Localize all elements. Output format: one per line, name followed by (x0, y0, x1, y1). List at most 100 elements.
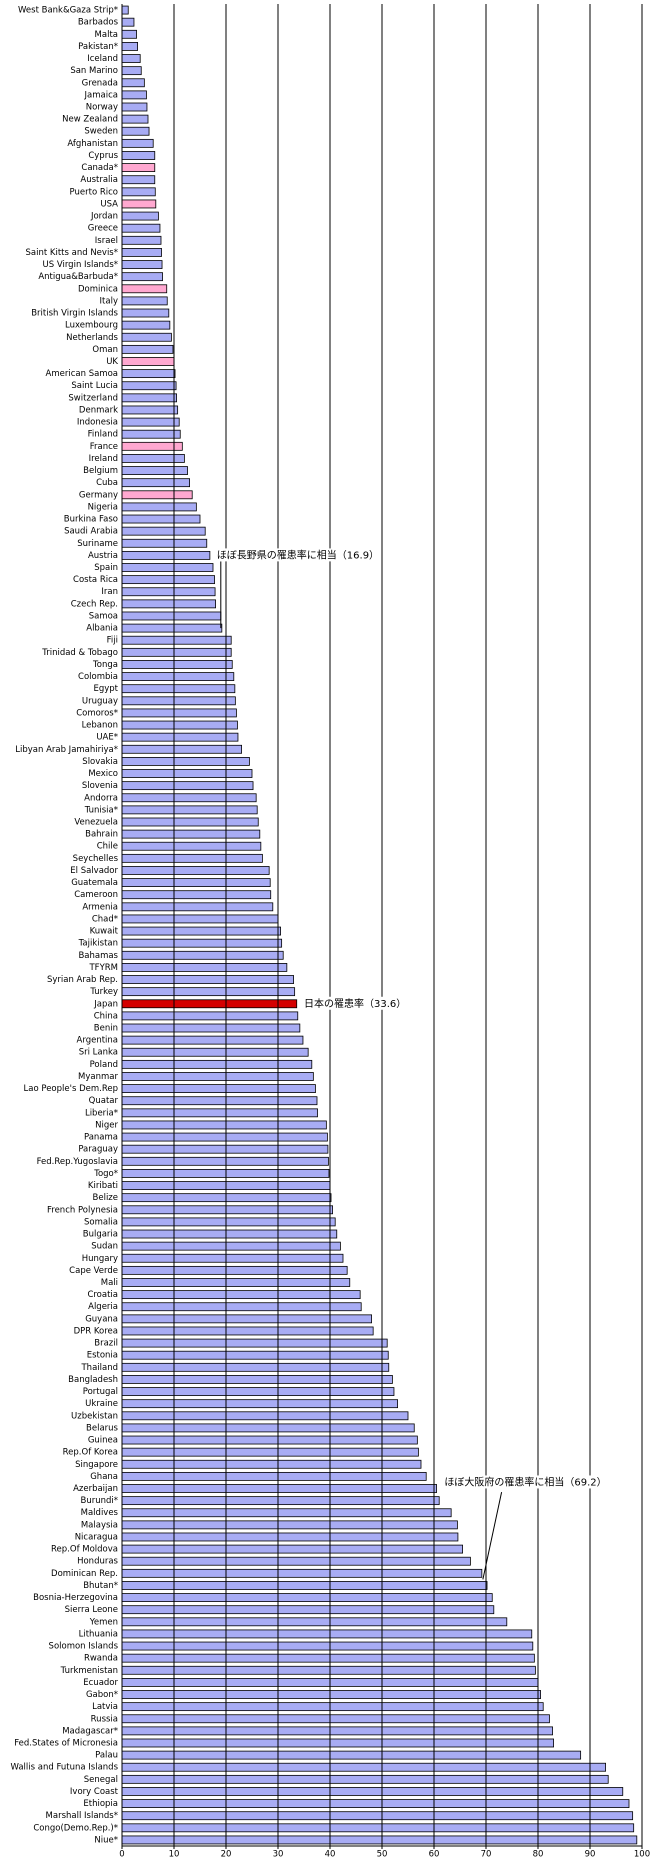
y-tick-label: Bosnia-Herzegovina (33, 1593, 118, 1603)
y-tick-label: Bhutan* (83, 1581, 118, 1591)
bar (121, 1471, 427, 1481)
y-tick-label: Gabon* (86, 1690, 118, 1700)
y-tick-label: Solomon Islands (49, 1642, 119, 1652)
y-tick-label: Belarus (86, 1423, 119, 1433)
y-tick-label: Turkey (89, 987, 118, 997)
bar (121, 429, 181, 439)
bar (121, 54, 141, 63)
bar (121, 914, 279, 924)
bar (121, 1278, 351, 1287)
y-tick-label: Samoa (89, 611, 118, 621)
bar (121, 866, 270, 875)
y-tick-label: Afghanistan (67, 139, 118, 149)
bar (121, 1435, 418, 1445)
y-tick-label: Kiribati (88, 1181, 118, 1191)
bar (121, 1762, 607, 1772)
y-tick-label: Suriname (77, 539, 118, 549)
y-tick-label: Ethiopia (83, 1799, 118, 1809)
y-tick-label: Tonga (92, 660, 118, 670)
y-tick-label: Norway (86, 103, 118, 113)
bar (121, 187, 156, 197)
bar (121, 1665, 536, 1675)
bar (121, 1568, 483, 1578)
x-tick-label: 30 (273, 1850, 284, 1859)
y-tick-label: Belize (93, 1193, 118, 1203)
bar (121, 454, 185, 463)
bar (121, 950, 284, 960)
x-tick-label: 70 (481, 1850, 492, 1859)
y-tick-label: Togo* (93, 1169, 118, 1179)
bar (121, 1144, 329, 1154)
y-tick-label: Netherlands (66, 333, 118, 343)
bar (121, 526, 206, 536)
y-tick-label: Albania (86, 624, 118, 634)
bar (121, 732, 239, 742)
bar (121, 1593, 493, 1602)
y-tick-label: New Zealand (62, 115, 118, 125)
bar (121, 1726, 553, 1736)
y-tick-label: Switzerland (68, 393, 118, 403)
y-tick-label: Germany (79, 490, 118, 500)
y-tick-label: Bangladesh (68, 1375, 118, 1385)
bar (121, 1108, 318, 1118)
y-tick-label: Cape Verde (69, 1266, 118, 1276)
y-tick-label: Italy (100, 296, 118, 306)
y-tick-label: Cyprus (88, 151, 118, 161)
bar (121, 1314, 373, 1324)
y-tick-label: Finland (88, 430, 118, 440)
y-tick-label: Argentina (77, 1036, 118, 1046)
bar (121, 1120, 327, 1130)
y-tick-label: Lithuania (79, 1629, 118, 1639)
bar (121, 514, 201, 524)
bar (121, 369, 176, 379)
y-tick-label: Belgium (83, 466, 118, 476)
y-tick-label: TFYRM (88, 963, 118, 973)
y-tick-label: USA (100, 199, 118, 209)
y-tick-label: Saint Kitts and Nevis* (26, 248, 118, 258)
bar (121, 17, 135, 27)
y-tick-label: Andorra (84, 793, 118, 803)
x-tick-label: 0 (119, 1850, 124, 1859)
y-tick-label: Austria (88, 551, 118, 561)
y-tick-label: US Virgin Islands* (43, 260, 118, 270)
y-tick-label: Rwanda (84, 1654, 118, 1664)
annotation-bg (443, 1475, 608, 1489)
y-tick-label: Chile (97, 842, 118, 852)
bar (121, 1690, 542, 1699)
bar (121, 1387, 395, 1396)
bar (121, 635, 232, 645)
y-tick-label: Poland (90, 1060, 118, 1070)
bar (121, 550, 211, 560)
y-tick-label: Wallis and Futuna Islands (10, 1763, 118, 1773)
y-tick-label: Quatar (89, 1096, 119, 1106)
bar (121, 1702, 544, 1712)
annotation-bg (215, 548, 381, 562)
y-tick-label: Fed.Rep.Yugoslavia (37, 1157, 118, 1167)
bar (121, 90, 147, 100)
y-tick-label: Dominican Rep. (51, 1569, 118, 1579)
bar (121, 841, 262, 851)
bar (121, 878, 271, 887)
y-tick-label: Slovakia (82, 757, 118, 767)
y-tick-label: Lebanon (82, 721, 118, 731)
y-tick-label: UAE* (96, 733, 118, 743)
bar (121, 1423, 415, 1433)
y-tick-label: Japan (93, 999, 118, 1009)
bar (121, 393, 177, 403)
bar (121, 1084, 316, 1093)
bar (121, 587, 216, 597)
bar (121, 1787, 624, 1796)
bar (121, 1447, 419, 1457)
y-tick-label: Iceland (87, 54, 118, 64)
bar (121, 490, 193, 500)
bar (121, 793, 257, 803)
bar (121, 1629, 533, 1639)
bar (121, 1072, 314, 1081)
y-tick-label: Ivory Coast (70, 1787, 119, 1797)
y-tick-label: Azerbaijan (73, 1484, 118, 1494)
bar (121, 1193, 332, 1203)
bar (121, 344, 174, 354)
bar (121, 223, 161, 233)
bar (121, 1581, 488, 1590)
